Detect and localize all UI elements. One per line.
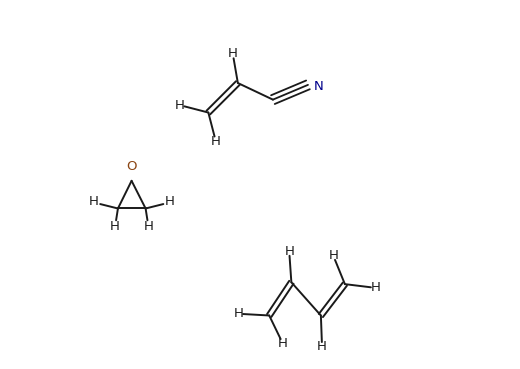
Text: H: H (211, 135, 220, 148)
Text: O: O (126, 160, 137, 173)
Text: H: H (233, 307, 243, 320)
Text: H: H (110, 220, 120, 233)
Text: H: H (89, 195, 99, 208)
Text: H: H (284, 245, 294, 258)
Text: H: H (144, 220, 153, 233)
Text: H: H (165, 195, 175, 208)
Text: H: H (278, 337, 288, 350)
Text: H: H (175, 99, 185, 111)
Text: H: H (371, 282, 381, 294)
Text: H: H (328, 249, 338, 262)
Text: N: N (314, 80, 323, 93)
Text: H: H (317, 340, 327, 354)
Text: H: H (228, 47, 238, 60)
